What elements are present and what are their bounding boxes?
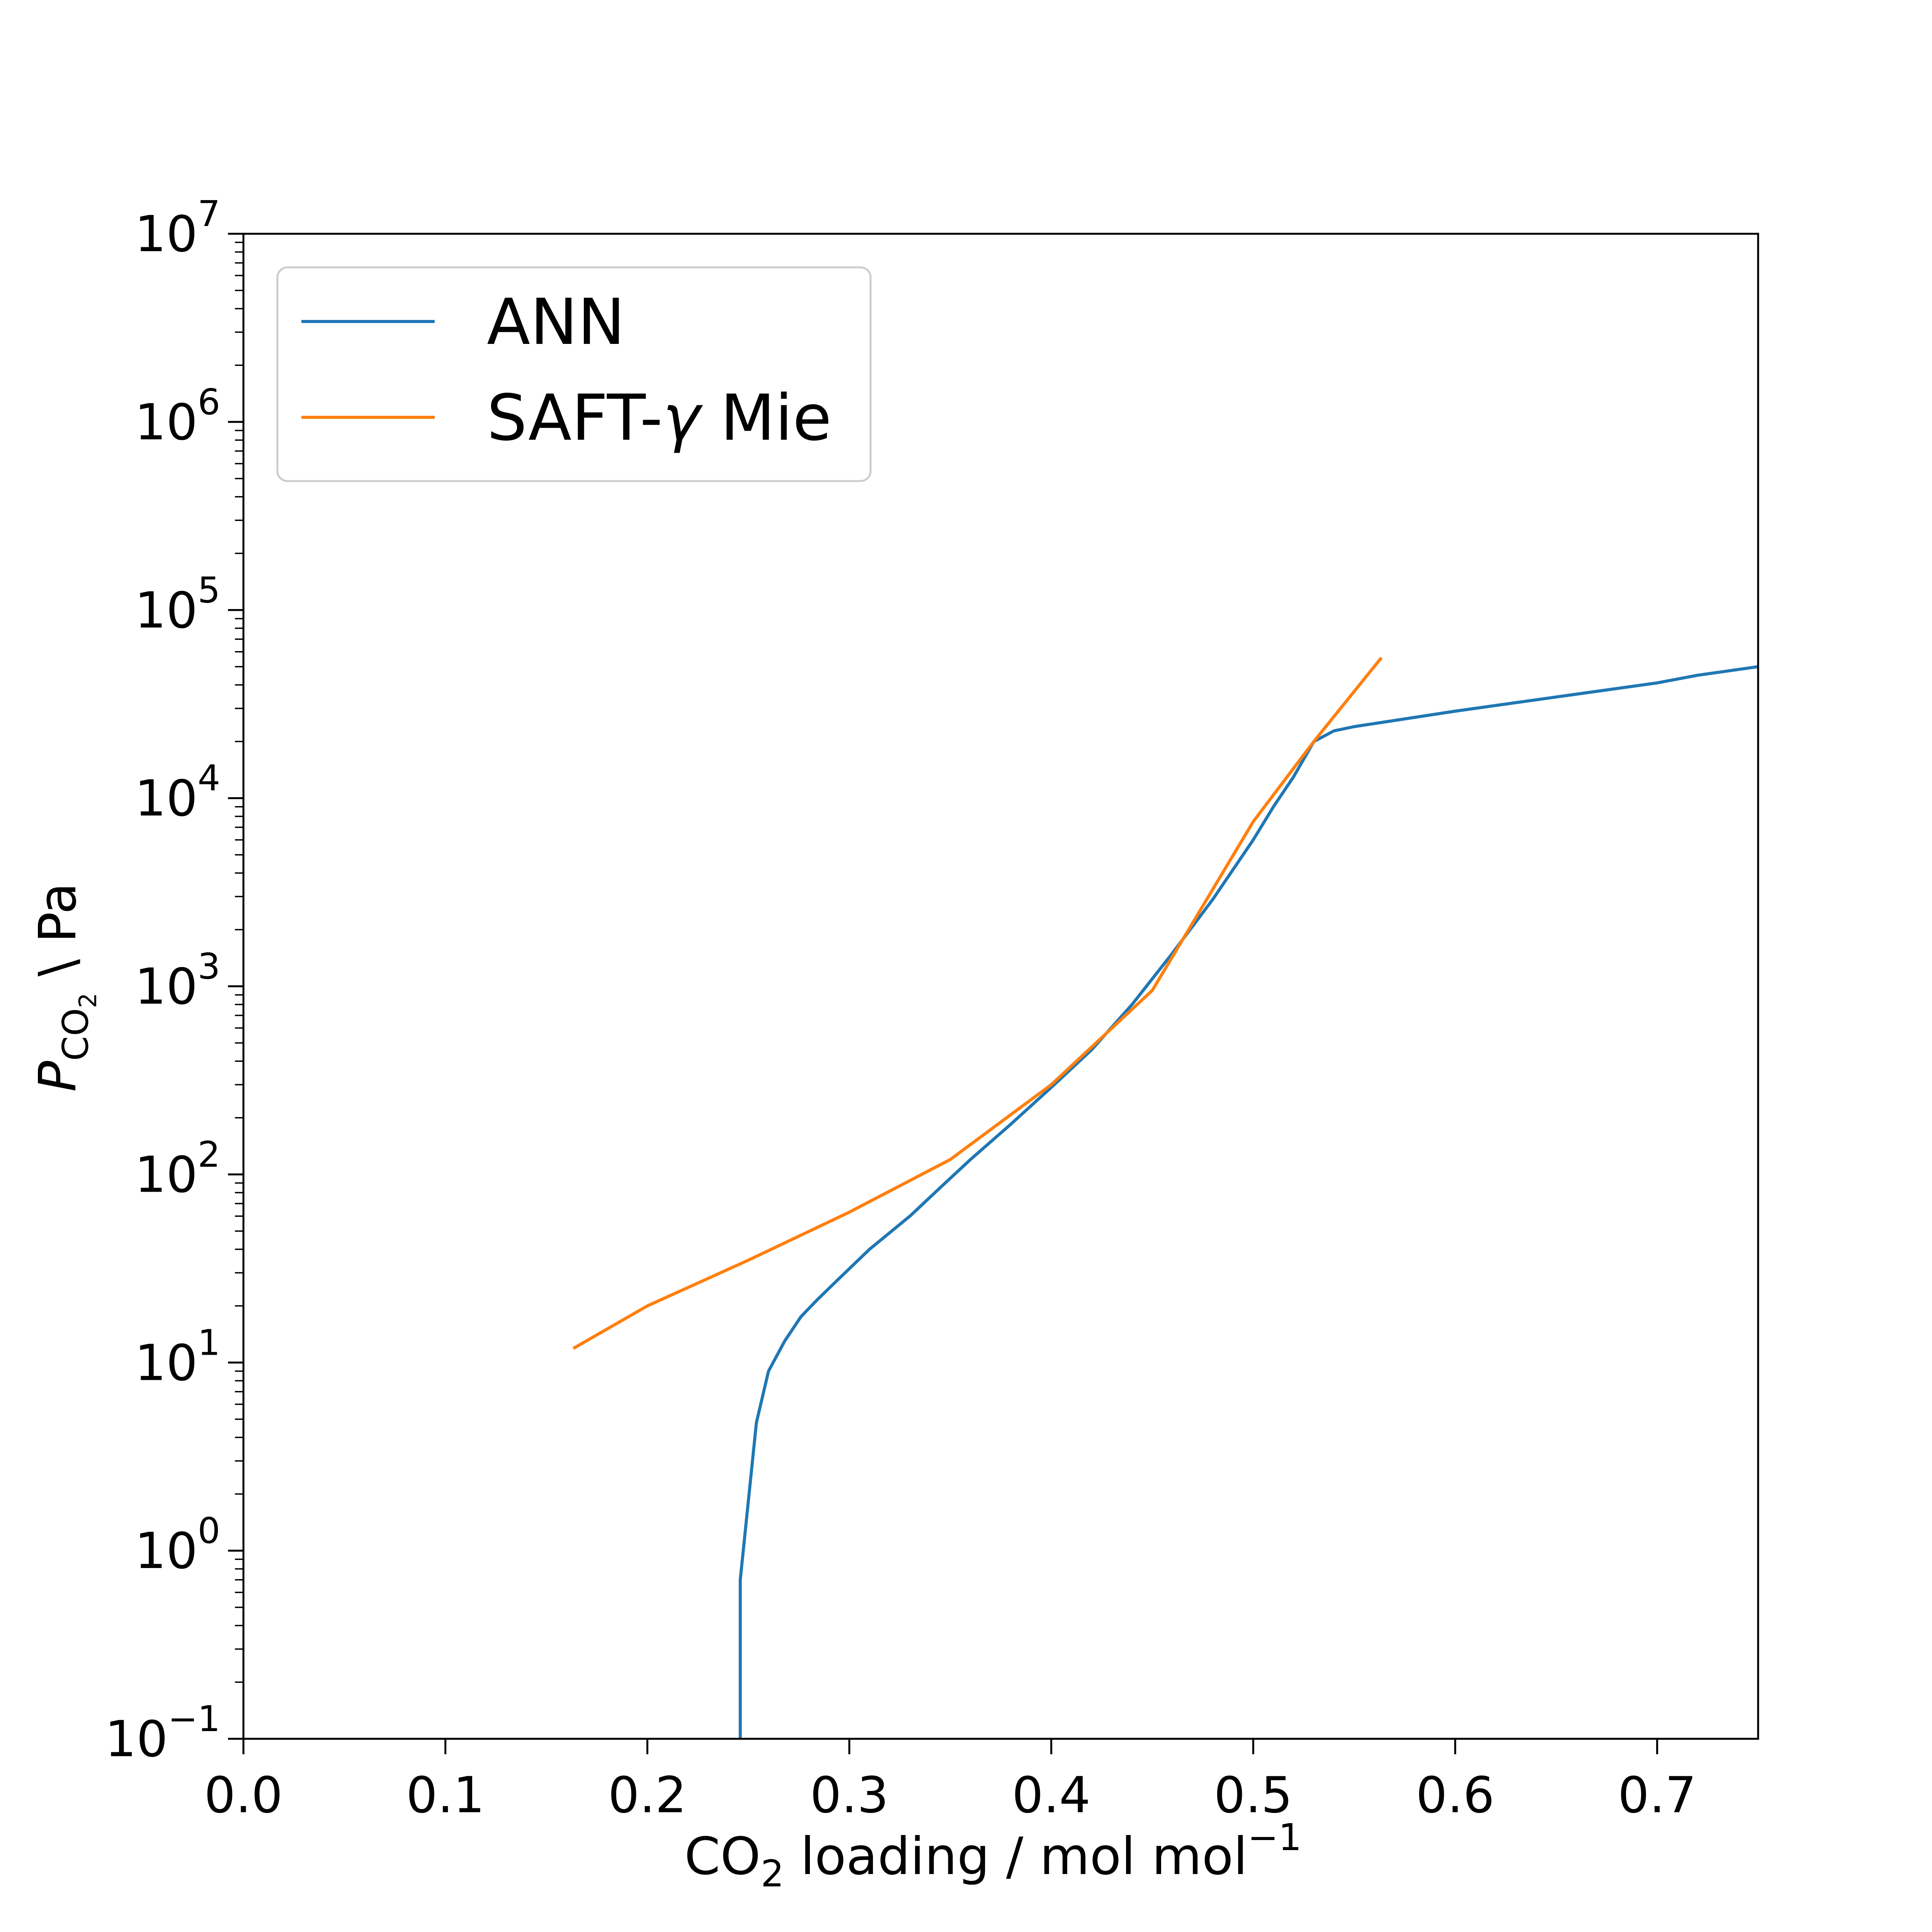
x-axis-label-main: CO [684,1827,761,1886]
y-tick-base: 10 [135,582,198,639]
y-axis-label-var: P [28,1061,88,1092]
y-tick-label: 10−1 [105,1698,221,1768]
x-axis-label-sub: 2 [761,1853,784,1895]
y-axis-label-rest: \ Pa [28,883,88,993]
y-tick-base: 10 [135,1522,198,1580]
y-axis-label: PCO2 \ Pa [28,883,102,1092]
x-tick-label: 0.0 [204,1767,283,1824]
x-tick-label: 0.7 [1618,1767,1697,1824]
y-tick-base: 10 [135,958,198,1016]
legend-label: SAFT-γ Mie [487,381,832,455]
legend: ANN SAFT-γ Mie [276,266,872,482]
y-tick-base: 10 [135,1334,198,1392]
x-axis-label-sup: −1 [1248,1816,1302,1859]
y-tick-label: 107 [135,193,220,263]
y-tick-label: 105 [135,570,220,639]
y-tick-exponent: 4 [197,758,220,799]
x-axis-label: CO2 loading / mol mol−1 [684,1816,1302,1895]
y-tick-base: 10 [135,770,198,828]
legend-label: ANN [487,285,625,359]
y-tick-label: 104 [135,758,220,828]
legend-label-text: ANN [487,285,625,359]
legend-label-symbol: γ [663,381,703,455]
y-tick-exponent: 5 [197,570,220,611]
y-tick-label: 106 [135,381,220,451]
y-tick-label: 101 [135,1322,220,1392]
y-tick-label: 102 [135,1134,220,1204]
legend-label-prefix: SAFT- [487,381,663,455]
y-tick-exponent: 1 [197,1322,220,1363]
x-tick-label: 0.5 [1214,1767,1293,1824]
legend-label-suffix: Mie [700,381,832,455]
x-tick-label: 0.2 [608,1767,687,1824]
x-tick-label: 0.4 [1012,1767,1091,1824]
y-tick-label: 100 [135,1510,220,1580]
x-tick-label: 0.1 [406,1767,485,1824]
x-tick-label: 0.3 [810,1767,889,1824]
y-tick-label: 103 [135,946,220,1016]
y-tick-exponent: 3 [197,946,220,987]
y-tick-base: 10 [135,1146,198,1204]
y-tick-base: 10 [135,206,198,263]
y-tick-exponent: 6 [197,381,220,423]
y-tick-exponent: 2 [197,1134,220,1175]
y-tick-exponent: −1 [168,1698,220,1740]
x-axis-label-rest: loading / mol mol [784,1827,1248,1886]
y-axis-label-subsub: 2 [74,993,102,1008]
y-tick-base: 10 [105,1711,168,1768]
series-group [572,656,1758,1739]
series-line-ann [738,665,1758,1739]
series-line-saft-gamma-mie [572,656,1383,1350]
y-tick-base: 10 [135,394,198,451]
y-axis-label-sub: CO [55,1008,96,1061]
y-tick-exponent: 7 [197,193,220,235]
y-tick-exponent: 0 [197,1510,220,1551]
x-tick-label: 0.6 [1416,1767,1495,1824]
